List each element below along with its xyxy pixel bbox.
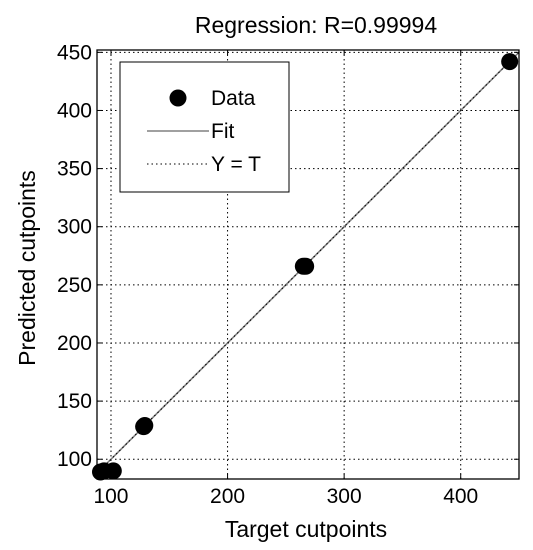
y-tick-label: 450 [57,41,92,64]
legend-label: Fit [211,120,234,143]
y-tick-label: 100 [57,448,92,471]
y-tick-label: 150 [57,390,92,413]
legend-label: Data [211,87,256,110]
x-tick-label: 400 [443,485,478,508]
legend-marker-data [169,89,187,107]
x-tick-label: 100 [93,485,128,508]
y-tick-label: 350 [57,158,92,181]
chart-title: Regression: R=0.99994 [195,12,438,38]
x-axis-label: Target cutpoints [225,516,387,542]
y-tick-label: 300 [57,216,92,239]
y-tick-label: 250 [57,274,92,297]
x-tick-label: 200 [210,485,245,508]
legend: Data Fit Y = T [119,61,290,193]
data-point [136,417,154,435]
grid-lines [97,50,519,479]
x-tick-label: 300 [327,485,362,508]
data-point [297,257,315,275]
y-tick-label: 400 [57,99,92,122]
axis-ticks: 100 200 300 400 100 150 200 250 300 350 400 450 [57,41,519,508]
legend-label: Y = T [211,153,261,176]
legend-box [119,61,290,193]
data-points [91,53,519,481]
plot-frame [96,49,520,480]
y-axis-label: Predicted cutpoints [14,170,40,366]
y-tick-label: 200 [57,332,92,355]
data-point [501,53,519,71]
data-point [104,462,122,480]
